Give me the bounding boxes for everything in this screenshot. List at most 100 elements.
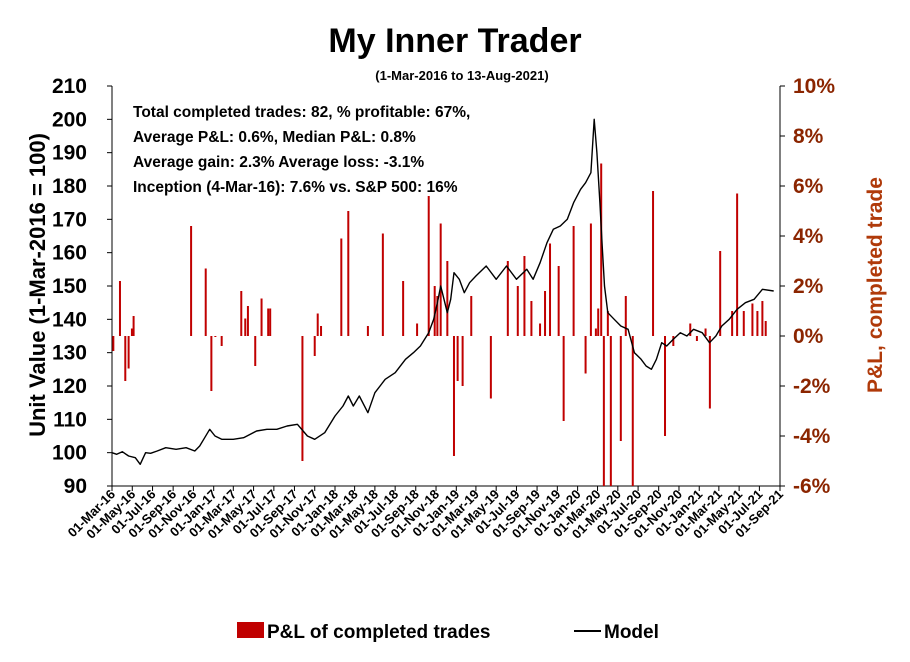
bar-series (112, 163, 767, 486)
y-left-tick-label: 190 (52, 142, 87, 165)
y-left-tick-label: 160 (52, 242, 87, 265)
pnl-bar (589, 223, 592, 336)
pnl-bar (313, 336, 316, 356)
pnl-bar (118, 281, 121, 336)
legend-label-bars: P&L of completed trades (267, 622, 490, 643)
pnl-bar (124, 336, 127, 381)
stat-line: Average gain: 2.3% Average loss: -3.1% (133, 154, 424, 171)
pnl-bar (549, 243, 552, 336)
pnl-bar (127, 336, 130, 369)
pnl-bar (402, 281, 405, 336)
y-left-tick-label: 120 (52, 375, 87, 398)
y-left-tick-label: 170 (52, 208, 87, 231)
chart-subtitle: (1-Mar-2016 to 13-Aug-2021) (375, 68, 548, 83)
pnl-bar (316, 313, 319, 336)
pnl-bar (736, 193, 739, 336)
pnl-bar (751, 303, 754, 336)
pnl-bar (602, 336, 605, 486)
pnl-bar (756, 311, 759, 336)
y-left-tick-label: 140 (52, 308, 87, 331)
pnl-bar (689, 323, 692, 336)
y-left-tick-label: 110 (53, 408, 87, 431)
pnl-bar (572, 226, 575, 336)
y-left-tick-label: 200 (52, 108, 87, 131)
pnl-bar (244, 318, 247, 336)
pnl-bar (452, 336, 455, 456)
y-right-tick-label: 6% (793, 175, 824, 198)
pnl-bar (719, 251, 722, 336)
pnl-bar (366, 326, 369, 336)
y-right-tick-label: -4% (793, 425, 831, 448)
stats-block: Total completed trades: 82, % profitable… (133, 104, 470, 196)
pnl-bar (742, 311, 745, 336)
pnl-bar (761, 301, 764, 336)
line-series (111, 118, 774, 465)
legend-label-line: Model (604, 622, 659, 643)
pnl-bar (427, 196, 430, 336)
pnl-bar (347, 211, 350, 336)
y-left-tick-label: 130 (52, 342, 87, 365)
pnl-bar (470, 296, 473, 336)
pnl-bar (214, 336, 217, 337)
pnl-bar (130, 328, 133, 336)
pnl-bar (731, 311, 734, 336)
y-right-tick-label: -2% (793, 375, 831, 398)
pnl-bar (112, 336, 115, 351)
stat-line: Average P&L: 0.6%, Median P&L: 0.8% (133, 129, 416, 146)
y-right-tick-label: -6% (793, 475, 831, 498)
y-left-tick-label: 150 (52, 275, 87, 298)
pnl-bar (381, 233, 384, 336)
y-right-tick-label: 4% (793, 225, 824, 248)
pnl-bar (320, 326, 323, 336)
pnl-bar (544, 291, 547, 336)
pnl-bar (609, 336, 612, 486)
pnl-bar (523, 256, 526, 336)
pnl-bar (764, 321, 767, 336)
y-left-tick-label: 90 (64, 475, 87, 498)
pnl-bar (631, 336, 634, 486)
pnl-bar (246, 306, 249, 336)
pnl-bar (597, 308, 600, 336)
pnl-bar (672, 336, 675, 346)
pnl-bar (240, 291, 243, 336)
pnl-bar (220, 336, 223, 346)
pnl-bar (594, 328, 597, 336)
y-left-tick-label: 100 (52, 442, 87, 465)
pnl-bar (539, 323, 542, 336)
pnl-bar (704, 328, 707, 336)
pnl-bar (606, 311, 609, 336)
pnl-bar (439, 223, 442, 336)
y-axis-left-label: Unit Value (1-Mar-2016 = 100) (25, 133, 50, 437)
pnl-bar (132, 316, 135, 336)
pnl-bar (267, 308, 270, 336)
pnl-bar (530, 301, 533, 336)
model-line (111, 118, 774, 465)
pnl-bar (301, 336, 304, 461)
pnl-bar (340, 238, 343, 336)
pnl-bar (446, 261, 449, 336)
pnl-bar (456, 336, 459, 381)
y-axis-right-label: P&L, completed trade (864, 177, 887, 393)
pnl-bar (664, 336, 667, 436)
y-right-tick-label: 8% (793, 125, 824, 148)
stat-line: Inception (4-Mar-16): 7.6% vs. S&P 500: … (133, 179, 458, 196)
pnl-bar (210, 336, 213, 391)
pnl-bar (708, 336, 711, 409)
pnl-bar (269, 308, 272, 336)
y-left-tick-label: 210 (52, 75, 87, 98)
pnl-bar (254, 336, 257, 366)
pnl-bar (461, 336, 464, 386)
pnl-bar (260, 298, 263, 336)
pnl-bar (204, 268, 207, 336)
pnl-bar (600, 163, 603, 336)
pnl-bar (652, 191, 655, 336)
y-right-tick-label: 2% (793, 275, 824, 298)
pnl-bar (190, 226, 193, 336)
pnl-bar (562, 336, 565, 421)
pnl-bar (436, 296, 439, 336)
y-left-tick-label: 180 (52, 175, 87, 198)
pnl-bar (506, 261, 509, 336)
legend-swatch-bars (237, 622, 264, 638)
pnl-bar (624, 296, 627, 336)
